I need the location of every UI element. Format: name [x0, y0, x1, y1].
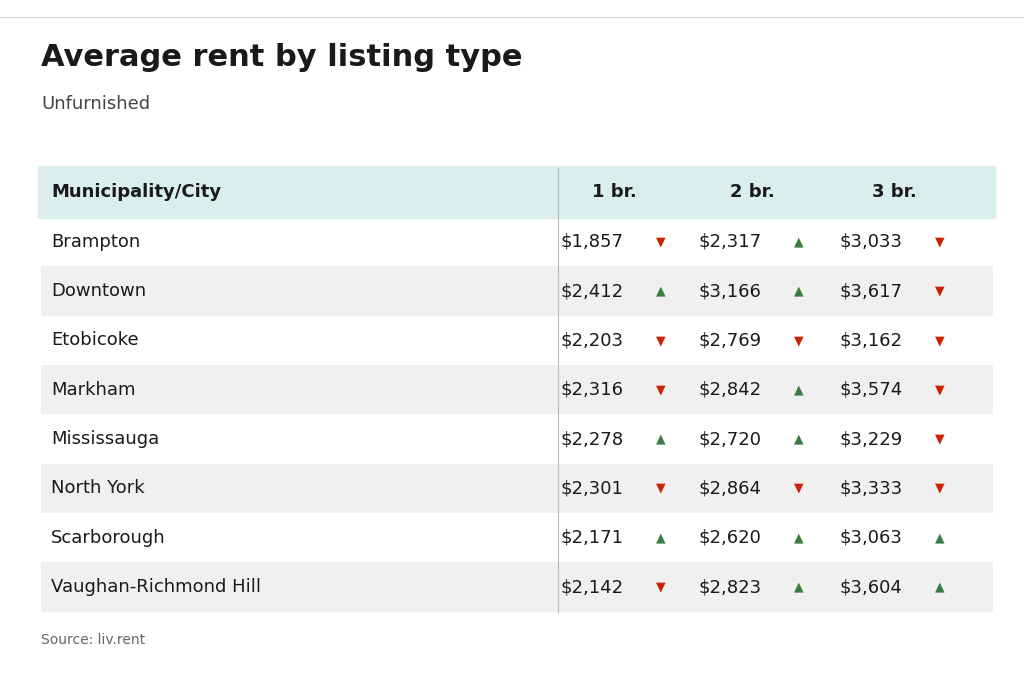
Text: $3,033: $3,033 [840, 233, 903, 251]
Text: 3 br.: 3 br. [871, 184, 916, 201]
Text: 2 br.: 2 br. [730, 184, 775, 201]
Text: $2,301: $2,301 [560, 479, 624, 497]
Text: Average rent by listing type: Average rent by listing type [41, 43, 522, 72]
Text: ▼: ▼ [794, 334, 804, 347]
FancyBboxPatch shape [38, 166, 996, 219]
Text: $2,171: $2,171 [560, 529, 624, 547]
Text: Vaughan-Richmond Hill: Vaughan-Richmond Hill [51, 578, 261, 596]
Text: ▲: ▲ [794, 285, 804, 297]
Text: $3,063: $3,063 [840, 529, 903, 547]
Text: $2,823: $2,823 [698, 578, 762, 596]
Text: Source: liv.rent: Source: liv.rent [41, 634, 145, 647]
Text: $2,203: $2,203 [560, 332, 624, 349]
Text: ▲: ▲ [794, 236, 804, 248]
Text: ▼: ▼ [935, 285, 945, 297]
Text: Mississauga: Mississauga [51, 430, 160, 448]
Text: $2,142: $2,142 [560, 578, 624, 596]
Text: $3,162: $3,162 [840, 332, 903, 349]
Text: Downtown: Downtown [51, 282, 146, 300]
Text: ▼: ▼ [655, 482, 666, 495]
Text: ▲: ▲ [794, 581, 804, 593]
Text: ▲: ▲ [935, 581, 945, 593]
Text: $3,333: $3,333 [840, 479, 903, 497]
Text: $2,316: $2,316 [560, 381, 624, 399]
Text: $2,278: $2,278 [560, 430, 624, 448]
Text: North York: North York [51, 479, 144, 497]
Text: ▲: ▲ [655, 285, 666, 297]
FancyBboxPatch shape [41, 365, 993, 414]
Text: $2,720: $2,720 [698, 430, 762, 448]
Text: $2,317: $2,317 [698, 233, 762, 251]
Text: Markham: Markham [51, 381, 136, 399]
Text: $2,620: $2,620 [698, 529, 762, 547]
Text: ▼: ▼ [935, 236, 945, 248]
Text: ▼: ▼ [794, 482, 804, 495]
Text: 1 br.: 1 br. [592, 184, 637, 201]
Text: $3,617: $3,617 [840, 282, 903, 300]
Text: ▼: ▼ [655, 236, 666, 248]
Text: ▲: ▲ [935, 532, 945, 544]
Text: Unfurnished: Unfurnished [41, 95, 151, 113]
Text: ▼: ▼ [935, 482, 945, 495]
Text: $3,604: $3,604 [840, 578, 903, 596]
Text: $3,574: $3,574 [840, 381, 903, 399]
Text: ▲: ▲ [655, 433, 666, 445]
Text: ▼: ▼ [935, 334, 945, 347]
Text: ▲: ▲ [794, 384, 804, 396]
Text: ▼: ▼ [655, 581, 666, 593]
FancyBboxPatch shape [41, 562, 993, 612]
Text: ▲: ▲ [794, 433, 804, 445]
Text: ▼: ▼ [935, 433, 945, 445]
Text: ▼: ▼ [935, 384, 945, 396]
Text: $3,166: $3,166 [698, 282, 762, 300]
FancyBboxPatch shape [41, 464, 993, 513]
Text: $2,864: $2,864 [698, 479, 762, 497]
Text: Brampton: Brampton [51, 233, 140, 251]
Text: $2,842: $2,842 [698, 381, 762, 399]
Text: Scarborough: Scarborough [51, 529, 166, 547]
Text: $1,857: $1,857 [560, 233, 624, 251]
Text: ▼: ▼ [655, 334, 666, 347]
Text: $2,412: $2,412 [560, 282, 624, 300]
Text: Municipality/City: Municipality/City [51, 184, 221, 201]
Text: ▲: ▲ [655, 532, 666, 544]
Text: ▼: ▼ [655, 384, 666, 396]
Text: $3,229: $3,229 [840, 430, 903, 448]
FancyBboxPatch shape [41, 266, 993, 316]
Text: ▲: ▲ [794, 532, 804, 544]
Text: Etobicoke: Etobicoke [51, 332, 139, 349]
Text: $2,769: $2,769 [698, 332, 762, 349]
